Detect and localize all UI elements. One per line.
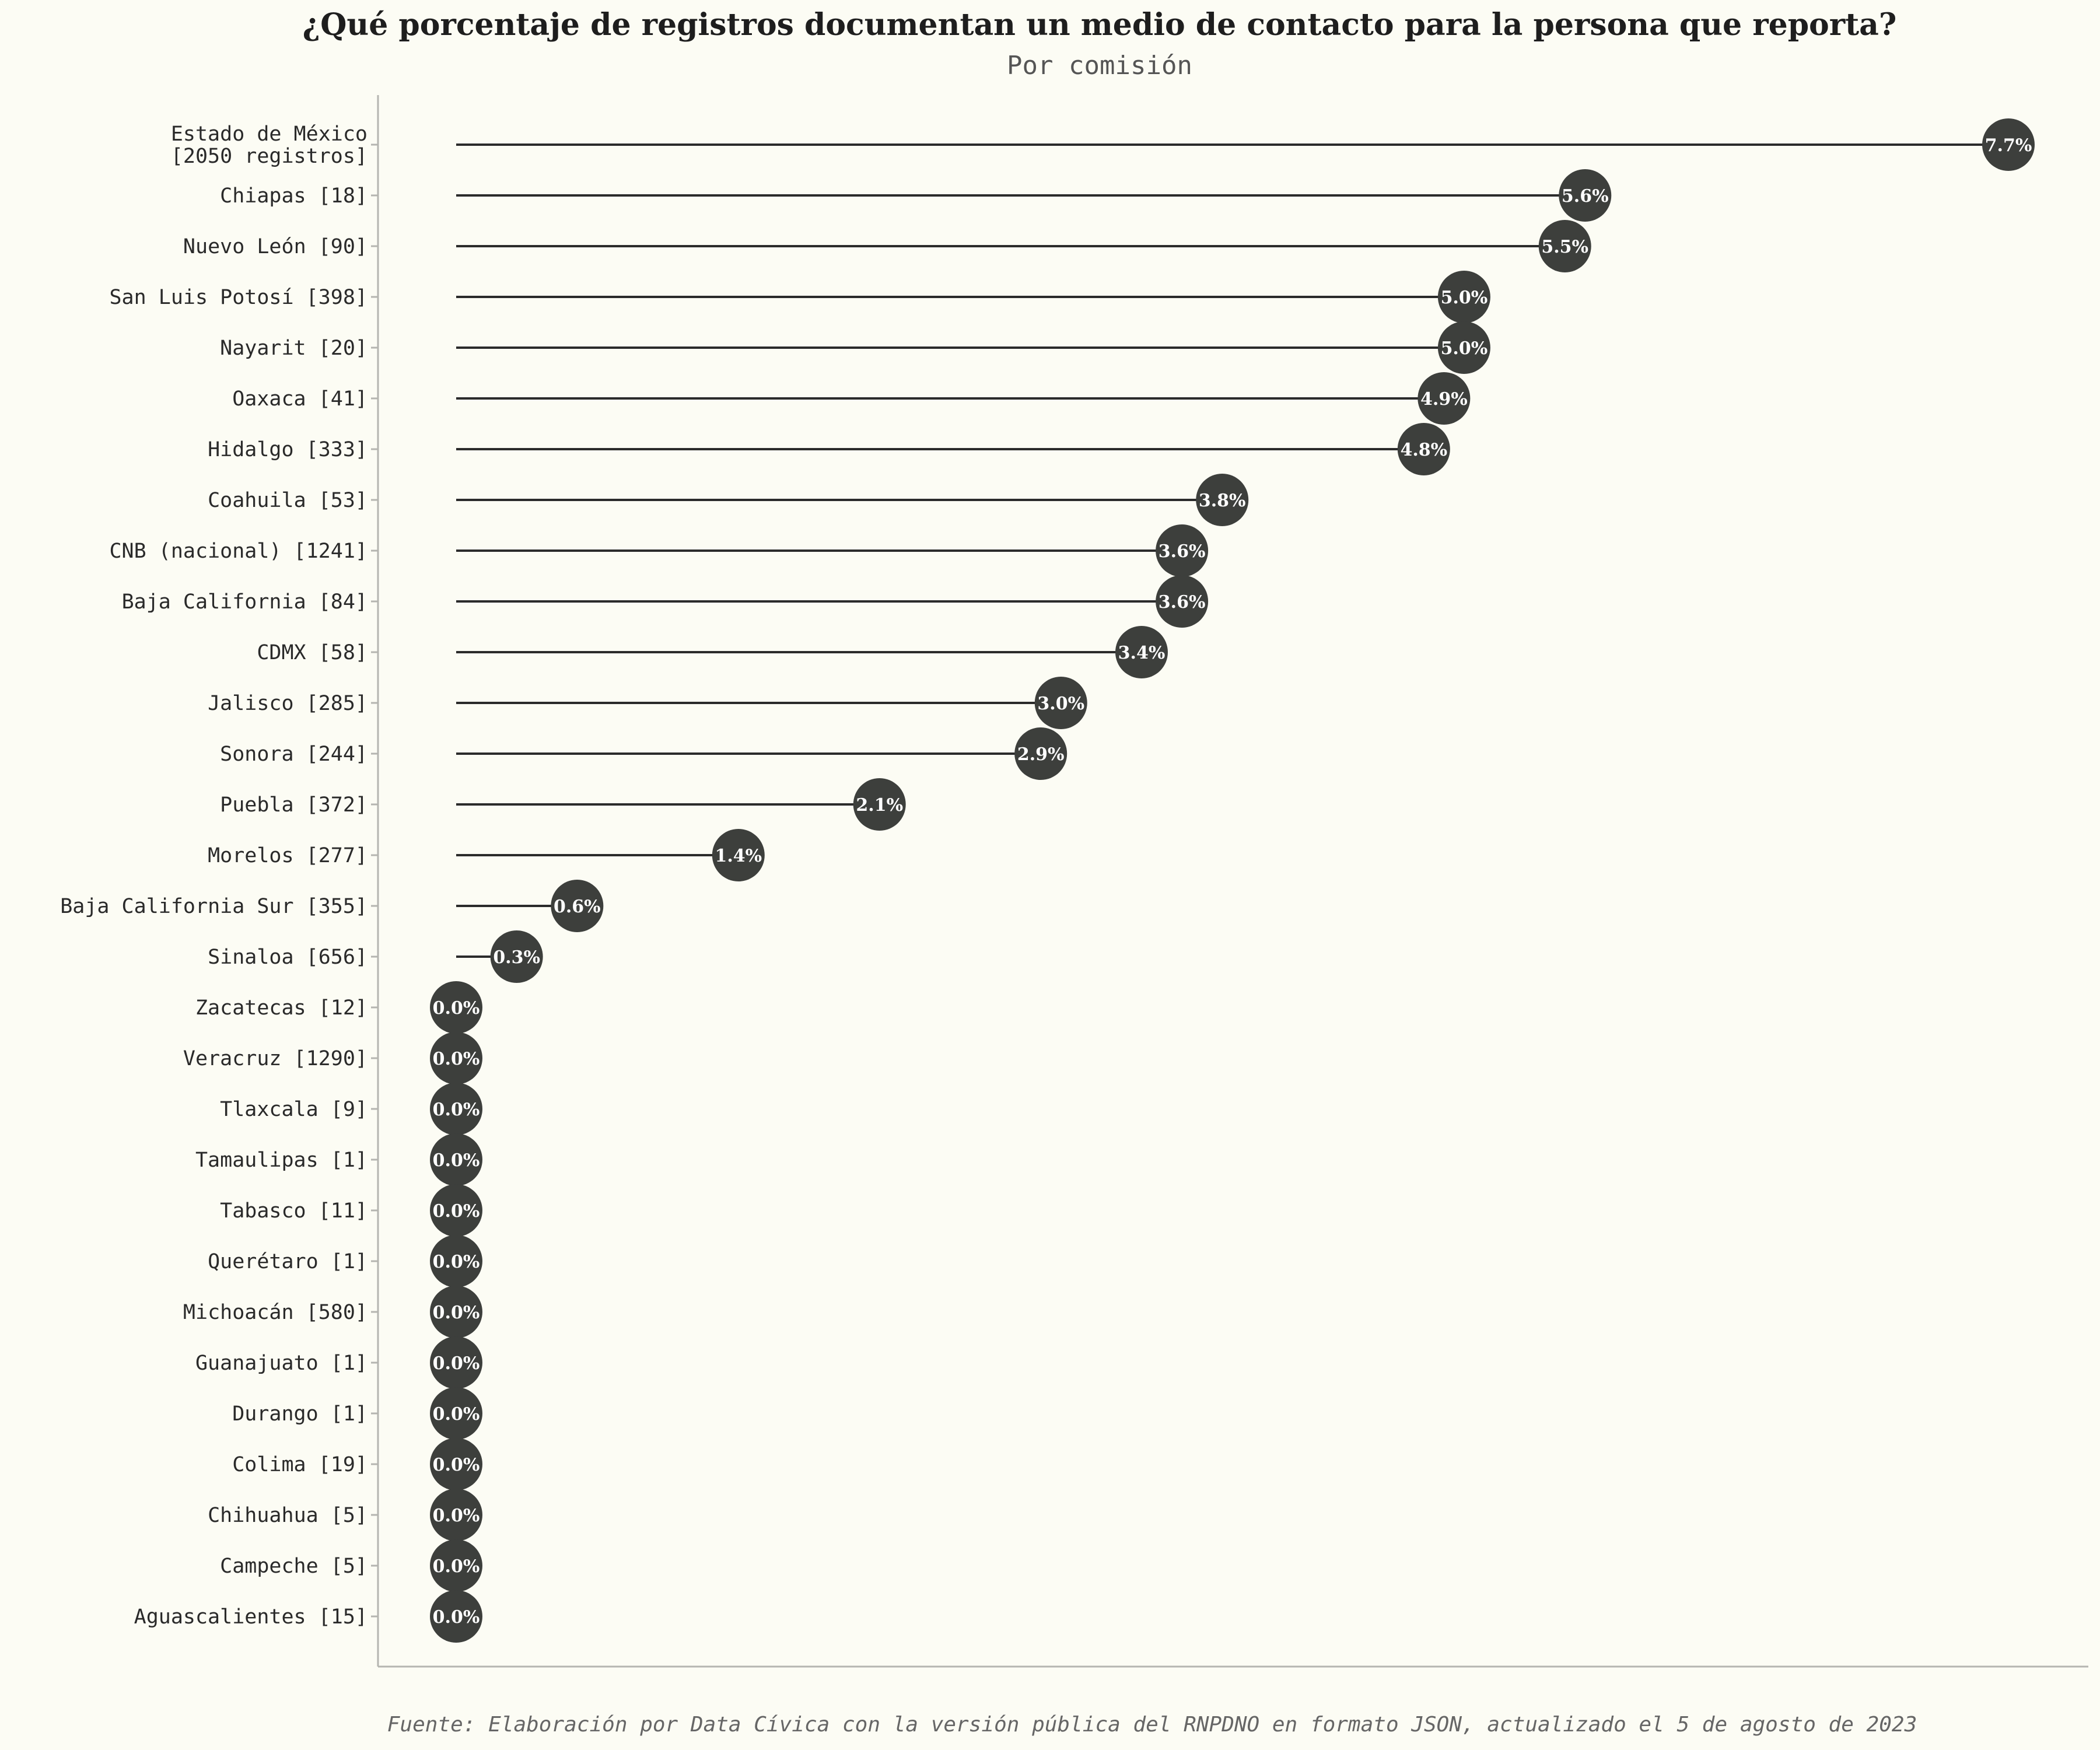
category-label: Baja California [84] [122, 590, 368, 614]
category-label: Tlaxcala [9] [220, 1098, 368, 1121]
category-label: Tabasco [11] [220, 1199, 368, 1223]
category-label: Estado de México [2050 registros] [171, 123, 368, 168]
data-label: 3.4% [1118, 643, 1166, 663]
category-label: Colima [19] [232, 1453, 368, 1476]
chart-title: ¿Qué porcentaje de registros documentan … [303, 7, 1897, 43]
chart-marks: Estado de México [2050 registros] 7.7% Chia… [60, 118, 2035, 1643]
lollipop-dot [430, 1590, 482, 1643]
category-label: Campeche [5] [220, 1555, 368, 1578]
category-label: Michoacán [580] [183, 1301, 368, 1324]
lollipop-dot [490, 930, 543, 983]
category-label: CDMX [58] [257, 641, 368, 664]
lollipop-dot [1397, 423, 1450, 475]
lollipop-dot [1437, 321, 1490, 374]
data-label: 0.0% [433, 1455, 480, 1475]
category-label: Sinaloa [656] [208, 946, 368, 969]
lollipop-dot [1437, 271, 1490, 323]
data-label: 0.6% [554, 897, 601, 917]
data-label: 1.4% [715, 846, 762, 866]
data-label: 0.0% [433, 1252, 480, 1272]
category-label: Durango [1] [232, 1402, 368, 1426]
category-label: Tamaulipas [1] [195, 1149, 368, 1172]
lollipop-dot [430, 1184, 482, 1237]
category-label: Zacatecas [12] [195, 996, 368, 1020]
lollipop-dot [1034, 677, 1087, 729]
data-label: 0.0% [433, 1353, 480, 1374]
lollipop-dot [1156, 575, 1209, 628]
data-label: 2.1% [856, 795, 903, 816]
lollipop-dot [430, 1083, 482, 1135]
lollipop-dot [551, 880, 604, 932]
lollipop-dot [1196, 474, 1249, 526]
data-label: 0.0% [433, 1607, 480, 1628]
data-label: 5.0% [1441, 288, 1488, 308]
lollipop-dot [853, 778, 906, 831]
lollipop-dot [430, 1489, 482, 1541]
data-label: 0.0% [433, 1303, 480, 1323]
lollipop-dot [430, 1539, 482, 1592]
data-label: 3.0% [1037, 694, 1084, 714]
lollipop-dot [430, 1032, 482, 1084]
category-label: Guanajuato [1] [195, 1352, 368, 1375]
chart-subtitle: Por comisión [1007, 51, 1192, 80]
data-label: 5.5% [1541, 237, 1588, 257]
data-label: 0.0% [433, 1100, 480, 1120]
data-label: 0.0% [433, 1150, 480, 1171]
data-label: 3.6% [1158, 592, 1206, 612]
data-label: 5.0% [1441, 338, 1488, 359]
data-label: 5.6% [1562, 186, 1609, 206]
data-label: 4.8% [1400, 440, 1447, 460]
lollipop-dot [430, 1286, 482, 1338]
data-label: 0.0% [433, 1556, 480, 1577]
category-label: Chihuahua [5] [208, 1504, 368, 1527]
lollipop-dot [430, 1387, 482, 1440]
data-label: 0.0% [433, 1049, 480, 1069]
category-label: Aguascalientes [15] [134, 1605, 368, 1629]
lollipop-dot [1559, 169, 1612, 222]
lollipop-dot [1538, 220, 1591, 272]
category-label: Puebla [372] [220, 793, 368, 817]
data-label: 2.9% [1017, 744, 1065, 765]
data-label: 0.0% [433, 1201, 480, 1222]
data-label: 3.6% [1158, 541, 1206, 562]
category-label: Jalisco [285] [208, 692, 368, 715]
category-label: Nayarit [20] [220, 337, 368, 360]
data-label: 0.3% [493, 947, 540, 968]
lollipop-dot [1156, 524, 1209, 577]
category-label: Sonora [244] [220, 743, 368, 766]
data-label: 4.9% [1420, 389, 1468, 410]
data-label: 3.8% [1199, 491, 1246, 511]
data-label: 0.0% [433, 1404, 480, 1424]
lollipop-dot [430, 1438, 482, 1490]
category-label: Oaxaca [41] [232, 387, 368, 411]
category-label: San Luis Potosí [398] [109, 286, 368, 309]
chart-source: Fuente: Elaboración por Data Cívica con … [387, 1713, 1917, 1737]
category-label: CNB (nacional) [1241] [109, 540, 368, 563]
category-label: Morelos [277] [208, 844, 368, 867]
category-label: Veracruz [1290] [183, 1047, 368, 1070]
category-label: Querétaro [1] [208, 1250, 368, 1273]
lollipop-dot [1014, 727, 1068, 780]
lollipop-dot [430, 1336, 482, 1389]
category-label: Chiapas [18] [220, 184, 368, 208]
category-label: Nuevo León [90] [183, 235, 368, 258]
lollipop-dot [430, 1133, 482, 1186]
lollipop-dot [1982, 118, 2035, 171]
lollipop-dot [712, 829, 765, 881]
category-label: Hidalgo [333] [208, 438, 368, 461]
category-label: Coahuila [53] [208, 489, 368, 512]
lollipop-dot [430, 981, 482, 1034]
data-label: 0.0% [433, 1506, 480, 1526]
lollipop-dot [1418, 372, 1471, 425]
lollipop-dot [1115, 626, 1168, 678]
lollipop-dot [430, 1235, 482, 1287]
data-label: 0.0% [433, 998, 480, 1019]
category-label: Baja California Sur [355] [60, 895, 368, 918]
data-label: 7.7% [1985, 135, 2032, 156]
